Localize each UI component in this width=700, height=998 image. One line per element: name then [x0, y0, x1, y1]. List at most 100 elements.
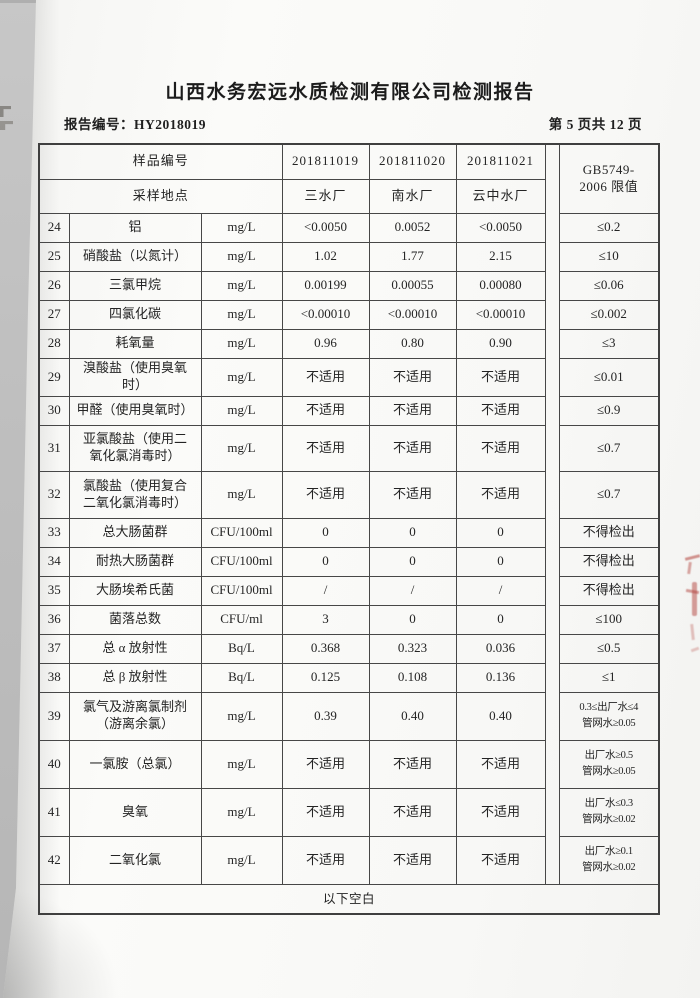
limit-cell: ≤0.7 [558, 470, 660, 519]
value-cell: 0.108 [368, 662, 457, 693]
table-row: 35 大肠埃希氏菌 CFU/100ml / / / 不得检出 [38, 575, 660, 606]
parameter-name-cell: 总大肠菌群 [68, 517, 202, 548]
value-cell: 2.15 [455, 241, 546, 272]
table-row: 31 亚氯酸盐（使用二 氧化氯消毒时） mg/L 不适用 不适用 不适用 ≤0.… [38, 424, 660, 472]
table-footer-row: 以下空白 [38, 883, 660, 915]
unit-cell: CFU/100ml [200, 517, 283, 548]
unit-cell: mg/L [200, 691, 283, 741]
scan-edge-artifact [0, 106, 11, 117]
unit-cell: mg/L [200, 241, 283, 272]
sample-id-cell: 201811020 [368, 143, 457, 180]
value-cell: 不适用 [455, 787, 546, 837]
limit-cell: 出厂水≥0.1 管网水≥0.02 [558, 835, 660, 885]
row-number-cell: 39 [38, 691, 70, 741]
unit-cell: Bq/L [200, 662, 283, 693]
table-row: 33 总大肠菌群 CFU/100ml 0 0 0 不得检出 [38, 517, 660, 548]
value-cell: 0 [455, 517, 546, 548]
value-cell: 0.90 [455, 328, 546, 359]
value-cell: 不适用 [455, 470, 546, 519]
table-row: 42 二氧化氯 mg/L 不适用 不适用 不适用 出厂水≥0.1 管网水≥0.0… [38, 835, 660, 885]
value-cell: 不适用 [455, 739, 546, 789]
unit-cell: CFU/100ml [200, 546, 283, 577]
limit-cell: 出厂水≥0.5 管网水≥0.05 [558, 739, 660, 789]
unit-cell: mg/L [200, 470, 283, 519]
value-cell: 不适用 [281, 787, 370, 837]
location-label: 采样地点 [38, 178, 283, 214]
limit-cell: 出厂水≤0.3 管网水≥0.02 [558, 787, 660, 837]
row-number-cell: 35 [38, 575, 70, 606]
row-number-cell: 26 [38, 270, 70, 301]
limit-cell: ≤0.01 [558, 357, 660, 397]
parameter-name-cell: 三氯甲烷 [68, 270, 202, 301]
table-row: 27 四氯化碳 mg/L <0.00010 <0.00010 <0.00010 … [38, 299, 660, 330]
value-cell: <0.00010 [281, 299, 370, 330]
scan-edge-artifact [0, 121, 13, 130]
limit-cell: ≤100 [558, 604, 660, 635]
limit-column-header: GB5749- 2006 限值 [558, 143, 660, 214]
parameter-name-cell: 菌落总数 [68, 604, 202, 635]
unit-cell: CFU/ml [200, 604, 283, 635]
value-cell: 3 [281, 604, 370, 635]
sample-id-label: 样品编号 [38, 143, 283, 180]
row-number-cell: 37 [38, 633, 70, 664]
table-row: 40 一氯胺（总氯） mg/L 不适用 不适用 不适用 出厂水≥0.5 管网水≥… [38, 739, 660, 789]
location-cell: 南水厂 [368, 178, 457, 214]
value-cell: 不适用 [368, 357, 457, 397]
value-cell: 0.125 [281, 662, 370, 693]
parameter-name-cell: 臭氧 [68, 787, 202, 837]
unit-cell: CFU/100ml [200, 575, 283, 606]
value-cell: 0.39 [281, 691, 370, 741]
limit-cell: 不得检出 [558, 575, 660, 606]
value-cell: 0.036 [455, 633, 546, 664]
parameter-name-cell: 一氯胺（总氯） [68, 739, 202, 789]
value-cell: 1.77 [368, 241, 457, 272]
value-cell: 0.00199 [281, 270, 370, 301]
value-cell: 0.136 [455, 662, 546, 693]
results-table: 样品编号 201811019 201811020 201811021 GB574… [38, 143, 660, 915]
value-cell: 1.02 [281, 241, 370, 272]
table-row: 26 三氯甲烷 mg/L 0.00199 0.00055 0.00080 ≤0.… [38, 270, 660, 301]
value-cell: / [281, 575, 370, 606]
value-cell: 0 [368, 517, 457, 548]
limit-cell: 不得检出 [558, 517, 660, 548]
value-cell: 不适用 [368, 835, 457, 885]
report-title: 山西水务宏远水质检测有限公司检测报告 [165, 82, 535, 103]
row-number-cell: 25 [38, 241, 70, 272]
value-cell: 不适用 [281, 424, 370, 472]
value-cell: 0.80 [368, 328, 457, 359]
value-cell: / [455, 575, 546, 606]
row-number-cell: 41 [38, 787, 70, 837]
value-cell: 不适用 [455, 395, 546, 426]
parameter-name-cell: 硝酸盐（以氮计） [68, 241, 202, 272]
value-cell: 不适用 [455, 835, 546, 885]
unit-cell: mg/L [200, 328, 283, 359]
limit-cell: ≤0.5 [558, 633, 660, 664]
table-row: 32 氯酸盐（使用复合 二氧化氯消毒时） mg/L 不适用 不适用 不适用 ≤0… [38, 470, 660, 519]
limit-cell: ≤0.2 [558, 212, 660, 243]
parameter-name-cell: 耐热大肠菌群 [68, 546, 202, 577]
value-cell: 0.40 [368, 691, 457, 741]
row-number-cell: 38 [38, 662, 70, 693]
row-number-cell: 40 [38, 739, 70, 789]
value-cell: <0.00010 [455, 299, 546, 330]
value-cell: 0.96 [281, 328, 370, 359]
parameter-name-cell: 亚氯酸盐（使用二 氧化氯消毒时） [68, 424, 202, 472]
table-row: 28 耗氧量 mg/L 0.96 0.80 0.90 ≤3 [38, 328, 660, 359]
spacer-column [544, 143, 560, 885]
value-cell: 0 [281, 546, 370, 577]
table-row: 39 氯气及游离氯制剂 （游离余氯） mg/L 0.39 0.40 0.40 0… [38, 691, 660, 741]
row-number-cell: 29 [38, 357, 70, 397]
value-cell: 0 [455, 604, 546, 635]
limit-cell: ≤10 [558, 241, 660, 272]
unit-cell: mg/L [200, 270, 283, 301]
unit-cell: mg/L [200, 739, 283, 789]
limit-cell: ≤0.9 [558, 395, 660, 426]
value-cell: <0.0050 [455, 212, 546, 243]
value-cell: 不适用 [368, 395, 457, 426]
limit-cell: 0.3≤出厂水≤4 管网水≥0.05 [558, 691, 660, 741]
value-cell: 不适用 [455, 357, 546, 397]
row-number-cell: 30 [38, 395, 70, 426]
table-row: 25 硝酸盐（以氮计） mg/L 1.02 1.77 2.15 ≤10 [38, 241, 660, 272]
parameter-name-cell: 溴酸盐（使用臭氧 时） [68, 357, 202, 397]
value-cell: 0.323 [368, 633, 457, 664]
